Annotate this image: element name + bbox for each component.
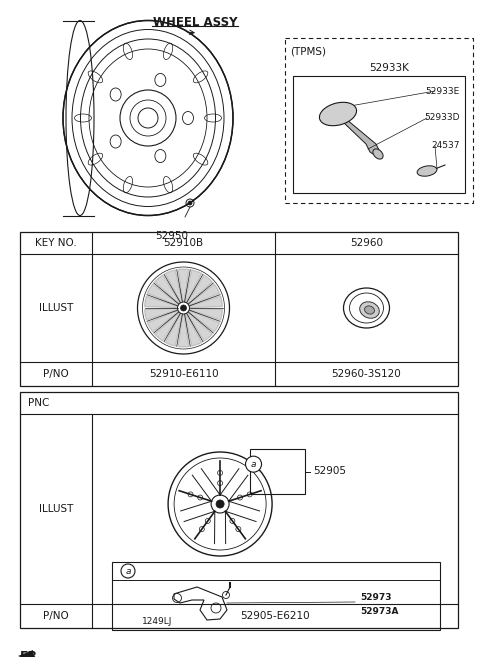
Bar — [285, 38, 473, 203]
Text: 52905: 52905 — [313, 466, 346, 476]
Circle shape — [188, 201, 192, 205]
Ellipse shape — [417, 166, 437, 176]
Text: (TPMS): (TPMS) — [290, 46, 326, 56]
Text: 52973A: 52973A — [360, 608, 398, 616]
Text: 24537: 24537 — [432, 141, 460, 150]
Polygon shape — [178, 269, 189, 301]
Bar — [20, 232, 458, 386]
Polygon shape — [187, 313, 213, 341]
Text: 52960-3S120: 52960-3S120 — [332, 369, 401, 379]
Polygon shape — [165, 314, 182, 346]
Ellipse shape — [66, 20, 94, 215]
Polygon shape — [144, 296, 177, 307]
Polygon shape — [155, 313, 180, 341]
Polygon shape — [147, 284, 178, 306]
Polygon shape — [190, 308, 222, 320]
Text: 1249LJ: 1249LJ — [142, 618, 172, 627]
Polygon shape — [343, 119, 380, 156]
Text: a: a — [251, 460, 256, 468]
Ellipse shape — [365, 306, 374, 314]
Text: 52950: 52950 — [156, 231, 189, 241]
Text: P/NO: P/NO — [43, 611, 69, 621]
Polygon shape — [165, 270, 182, 302]
Circle shape — [180, 305, 187, 311]
Text: 52910B: 52910B — [163, 238, 204, 248]
Bar — [293, 76, 465, 193]
Polygon shape — [187, 275, 213, 304]
Polygon shape — [185, 270, 202, 302]
Circle shape — [121, 564, 135, 578]
Text: WHEEL ASSY: WHEEL ASSY — [153, 16, 237, 28]
Text: 52905-E6210: 52905-E6210 — [240, 611, 310, 621]
Ellipse shape — [373, 149, 383, 159]
Polygon shape — [144, 308, 177, 320]
Text: ILLUST: ILLUST — [39, 504, 73, 514]
Polygon shape — [178, 315, 189, 347]
Polygon shape — [189, 284, 220, 306]
Text: PNC: PNC — [28, 398, 49, 408]
Text: KEY NO.: KEY NO. — [35, 238, 77, 248]
Polygon shape — [18, 650, 33, 657]
Ellipse shape — [319, 102, 357, 125]
Text: 52910-E6110: 52910-E6110 — [149, 369, 218, 379]
Text: 52960: 52960 — [350, 238, 383, 248]
Polygon shape — [185, 314, 202, 346]
Ellipse shape — [360, 302, 379, 318]
Bar — [112, 562, 440, 630]
Circle shape — [246, 456, 262, 472]
Circle shape — [216, 500, 224, 508]
Text: FR.: FR. — [20, 650, 43, 657]
Text: ILLUST: ILLUST — [39, 303, 73, 313]
Text: 52933E: 52933E — [426, 87, 460, 95]
Polygon shape — [190, 296, 222, 307]
Polygon shape — [189, 311, 220, 332]
Polygon shape — [155, 275, 180, 304]
Text: a: a — [125, 566, 131, 576]
Text: 52933D: 52933D — [424, 114, 460, 122]
Text: 52933K: 52933K — [369, 63, 409, 73]
Text: 52973: 52973 — [360, 593, 392, 602]
Bar — [20, 392, 458, 628]
Bar — [250, 449, 305, 494]
Text: P/NO: P/NO — [43, 369, 69, 379]
Polygon shape — [147, 311, 178, 332]
